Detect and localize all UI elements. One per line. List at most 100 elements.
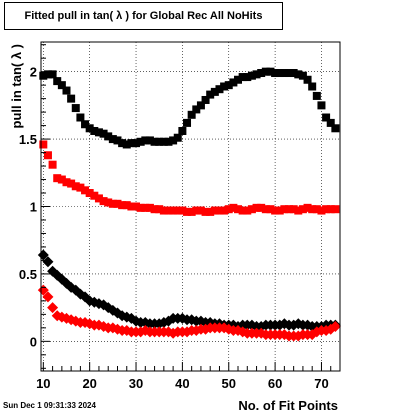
data-point-series-1 (243, 73, 252, 82)
x-axis-label: No. of Fit Points (238, 398, 338, 413)
data-point-series-2 (81, 186, 90, 195)
data-point-series-1 (104, 132, 113, 141)
data-point-series-2 (220, 206, 229, 215)
data-point-series-2 (57, 175, 66, 184)
data-point-series-2 (141, 203, 150, 212)
data-point-series-2 (266, 205, 275, 214)
data-point-series-1 (238, 73, 247, 82)
data-point-series-1 (113, 136, 122, 145)
x-tick-label: 40 (175, 376, 189, 391)
data-point-series-2 (108, 199, 117, 208)
data-point-series-1 (308, 82, 317, 91)
data-point-series-2 (173, 206, 182, 215)
data-point-series-1 (234, 75, 243, 84)
data-point-series-1 (150, 137, 159, 146)
data-point-series-2 (122, 201, 131, 210)
data-point-series-1 (76, 113, 85, 122)
data-markers (37, 67, 341, 342)
data-point-series-2 (155, 205, 164, 214)
x-tick-label: 20 (82, 376, 96, 391)
data-point-series-1 (322, 113, 331, 122)
data-point-series-2 (76, 183, 85, 192)
data-point-series-2 (192, 206, 201, 215)
data-point-series-1 (173, 133, 182, 142)
data-point-series-2 (312, 205, 321, 214)
data-point-series-2 (247, 205, 256, 214)
data-point-series-1 (122, 140, 131, 149)
data-point-series-2 (303, 203, 312, 212)
x-tick-label: 10 (36, 376, 50, 391)
data-point-series-2 (257, 203, 266, 212)
data-point-series-2 (261, 205, 270, 214)
y-tick-label: 1 (30, 200, 37, 215)
data-point-series-1 (155, 137, 164, 146)
data-point-series-1 (67, 94, 76, 103)
data-point-series-1 (127, 139, 136, 148)
data-point-series-1 (108, 135, 117, 144)
data-point-series-2 (118, 201, 127, 210)
data-point-series-1 (53, 77, 62, 86)
timestamp: Sun Dec 1 09:31:33 2024 (3, 401, 96, 410)
data-point-series-1 (141, 136, 150, 145)
data-point-series-1 (71, 104, 80, 113)
data-point-series-2 (294, 206, 303, 215)
data-point-series-2 (201, 207, 210, 216)
data-point-series-1 (118, 139, 127, 148)
data-point-series-2 (136, 203, 145, 212)
data-point-series-1 (312, 91, 321, 100)
data-point-series-1 (48, 70, 57, 79)
data-point-series-1 (229, 78, 238, 87)
data-point-series-1 (210, 87, 219, 96)
data-point-series-2 (159, 206, 168, 215)
data-point-series-1 (169, 136, 178, 145)
data-point-series-2 (243, 206, 252, 215)
chart-title: Fitted pull in tan( λ ) for Global Rec A… (24, 10, 263, 22)
data-point-series-1 (132, 139, 141, 148)
data-point-series-1 (43, 70, 52, 79)
data-point-series-1 (247, 71, 256, 80)
data-point-series-2 (71, 182, 80, 191)
data-point-series-1 (303, 75, 312, 84)
data-point-series-1 (81, 120, 90, 129)
data-point-series-2 (280, 205, 289, 214)
data-point-series-2 (252, 203, 261, 212)
data-point-series-1 (164, 137, 173, 146)
data-point-series-1 (289, 69, 298, 78)
data-point-series-2 (196, 206, 205, 215)
data-point-series-1 (159, 137, 168, 146)
data-point-series-2 (229, 203, 238, 212)
data-point-series-2 (85, 189, 94, 198)
data-point-series-1 (136, 137, 145, 146)
data-point-series-2 (39, 140, 48, 149)
data-point-series-1 (183, 118, 192, 127)
data-point-series-1 (94, 128, 103, 137)
data-point-series-2 (53, 174, 62, 183)
data-point-series-1 (85, 124, 94, 133)
data-point-series-1 (298, 71, 307, 80)
data-point-series-4 (47, 302, 59, 314)
data-point-series-2 (183, 207, 192, 216)
data-point-series-2 (238, 206, 247, 215)
data-point-series-1 (90, 126, 99, 135)
data-point-series-1 (196, 101, 205, 110)
data-point-series-2 (298, 205, 307, 214)
data-point-series-1 (271, 69, 280, 78)
data-point-series-1 (99, 129, 108, 138)
data-point-series-2 (113, 199, 122, 208)
data-point-series-1 (261, 67, 270, 76)
y-tick-label: 2 (30, 65, 37, 80)
y-axis-label: pull in tan( λ ) (9, 44, 24, 129)
data-point-series-2 (90, 191, 99, 200)
data-point-series-2 (62, 178, 71, 187)
data-point-series-2 (43, 151, 52, 160)
x-tick-label: 70 (314, 376, 328, 391)
data-point-series-3 (42, 256, 54, 268)
y-tick-label: 0 (30, 334, 37, 349)
data-point-series-1 (224, 81, 233, 90)
data-point-series-2 (67, 179, 76, 188)
x-tick-label: 30 (129, 376, 143, 391)
data-point-series-2 (224, 205, 233, 214)
data-point-series-1 (178, 126, 187, 135)
x-tick-label: 50 (222, 376, 236, 391)
